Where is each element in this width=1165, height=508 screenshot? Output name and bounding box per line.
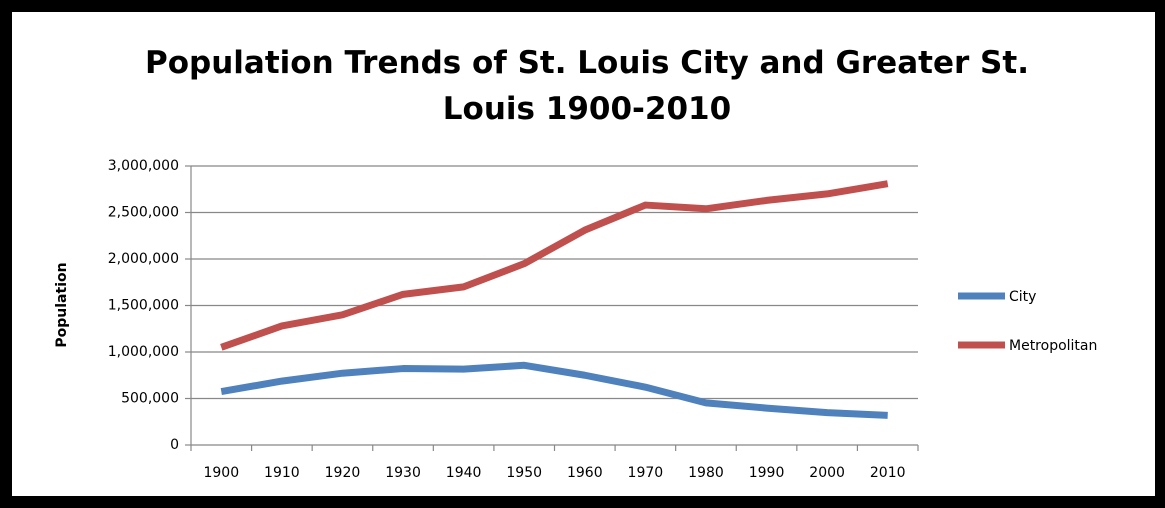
x-tick-label: 1990 [749,465,785,481]
y-tick-label: 2,000,000 [108,251,179,267]
x-tick-label: 1980 [688,465,724,481]
chart-frame [12,12,1155,496]
x-tick-label: 1960 [567,465,603,481]
x-tick-label: 1940 [446,465,482,481]
chart-title: Population Trends of St. Louis City and … [145,45,1029,127]
series-line [220,180,889,351]
y-tick-label: 3,000,000 [108,158,179,174]
y-tick-label: 2,500,000 [108,205,179,221]
series-line [220,361,888,419]
x-tick-label: 1950 [506,465,542,481]
x-tick-label: 1920 [325,465,361,481]
y-tick-label: 0 [170,437,179,453]
x-tick-label: 1910 [264,465,300,481]
y-tick-label: 1,500,000 [108,298,179,314]
legend-label: City [1009,289,1036,305]
y-tick-label: 1,000,000 [108,344,179,360]
legend-label: Metropolitan [1009,338,1097,354]
y-axis-label: Population [54,262,70,347]
y-tick-label: 500,000 [121,391,179,407]
x-tick-label: 1900 [203,465,239,481]
x-tick-label: 2010 [870,465,906,481]
x-tick-label: 2000 [809,465,845,481]
x-tick-label: 1930 [385,465,421,481]
x-tick-label: 1970 [628,465,664,481]
